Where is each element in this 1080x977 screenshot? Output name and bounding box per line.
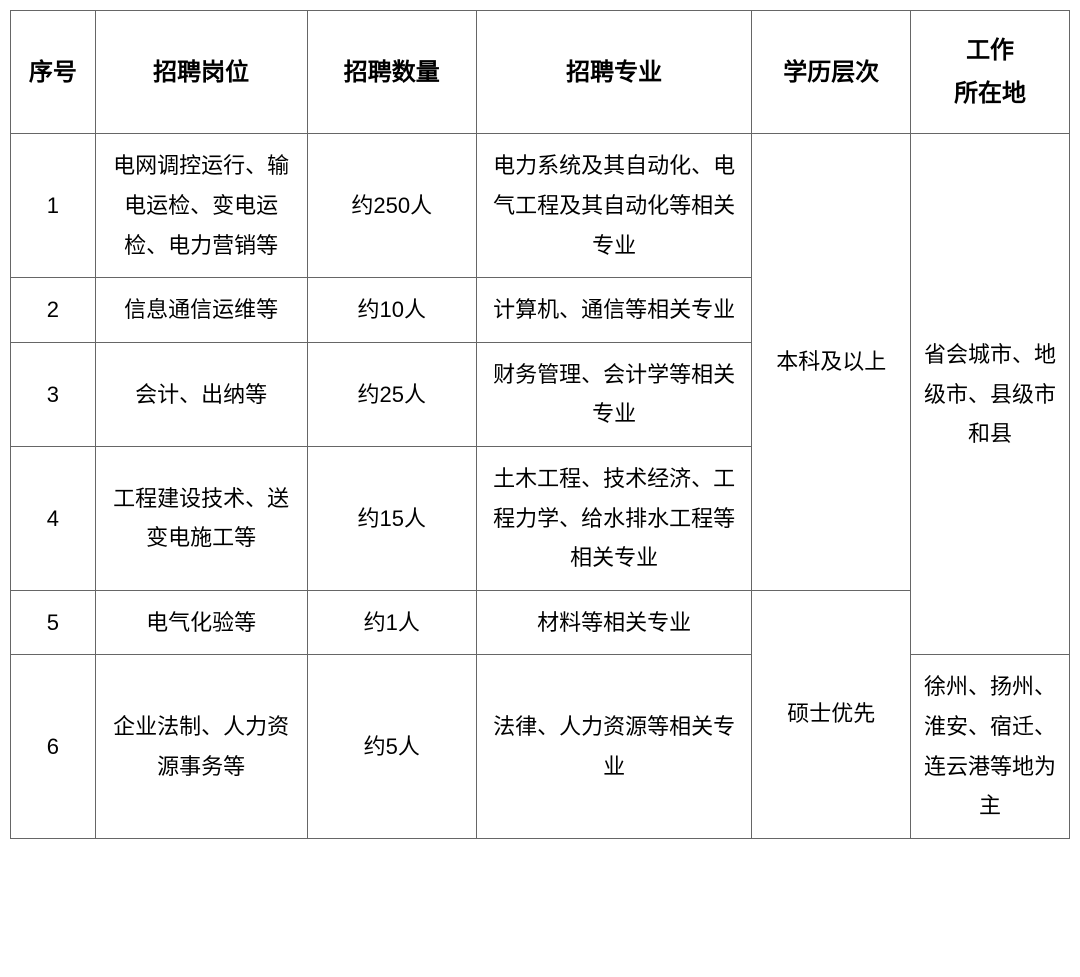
table-row: 1 电网调控运行、输电运检、变电运检、电力营销等 约250人 电力系统及其自动化… (11, 134, 1070, 278)
cell-quantity: 约1人 (307, 590, 476, 655)
cell-education-2: 硕士优先 (752, 590, 911, 838)
cell-education-1: 本科及以上 (752, 134, 911, 590)
cell-location-2: 徐州、扬州、淮安、宿迁、连云港等地为主 (911, 655, 1070, 838)
table-header-row: 序号 招聘岗位 招聘数量 招聘专业 学历层次 工作所在地 (11, 11, 1070, 134)
cell-position: 企业法制、人力资源事务等 (95, 655, 307, 838)
cell-major: 土木工程、技术经济、工程力学、给水排水工程等相关专业 (476, 446, 751, 590)
cell-quantity: 约15人 (307, 446, 476, 590)
header-quantity: 招聘数量 (307, 11, 476, 134)
header-education: 学历层次 (752, 11, 911, 134)
cell-position: 工程建设技术、送变电施工等 (95, 446, 307, 590)
cell-position: 信息通信运维等 (95, 278, 307, 343)
cell-major: 计算机、通信等相关专业 (476, 278, 751, 343)
cell-seq: 6 (11, 655, 96, 838)
cell-quantity: 约250人 (307, 134, 476, 278)
cell-position: 电气化验等 (95, 590, 307, 655)
cell-quantity: 约10人 (307, 278, 476, 343)
cell-quantity: 约25人 (307, 342, 476, 446)
cell-location-1: 省会城市、地级市、县级市和县 (911, 134, 1070, 655)
cell-seq: 2 (11, 278, 96, 343)
cell-seq: 5 (11, 590, 96, 655)
table-row: 6 企业法制、人力资源事务等 约5人 法律、人力资源等相关专业 徐州、扬州、淮安… (11, 655, 1070, 838)
header-major: 招聘专业 (476, 11, 751, 134)
cell-position: 会计、出纳等 (95, 342, 307, 446)
cell-quantity: 约5人 (307, 655, 476, 838)
cell-seq: 3 (11, 342, 96, 446)
header-position: 招聘岗位 (95, 11, 307, 134)
cell-major: 材料等相关专业 (476, 590, 751, 655)
cell-seq: 4 (11, 446, 96, 590)
recruitment-table: 序号 招聘岗位 招聘数量 招聘专业 学历层次 工作所在地 1 电网调控运行、输电… (10, 10, 1070, 839)
cell-major: 电力系统及其自动化、电气工程及其自动化等相关专业 (476, 134, 751, 278)
cell-seq: 1 (11, 134, 96, 278)
cell-major: 法律、人力资源等相关专业 (476, 655, 751, 838)
cell-position: 电网调控运行、输电运检、变电运检、电力营销等 (95, 134, 307, 278)
header-location: 工作所在地 (911, 11, 1070, 134)
cell-major: 财务管理、会计学等相关专业 (476, 342, 751, 446)
header-seq: 序号 (11, 11, 96, 134)
